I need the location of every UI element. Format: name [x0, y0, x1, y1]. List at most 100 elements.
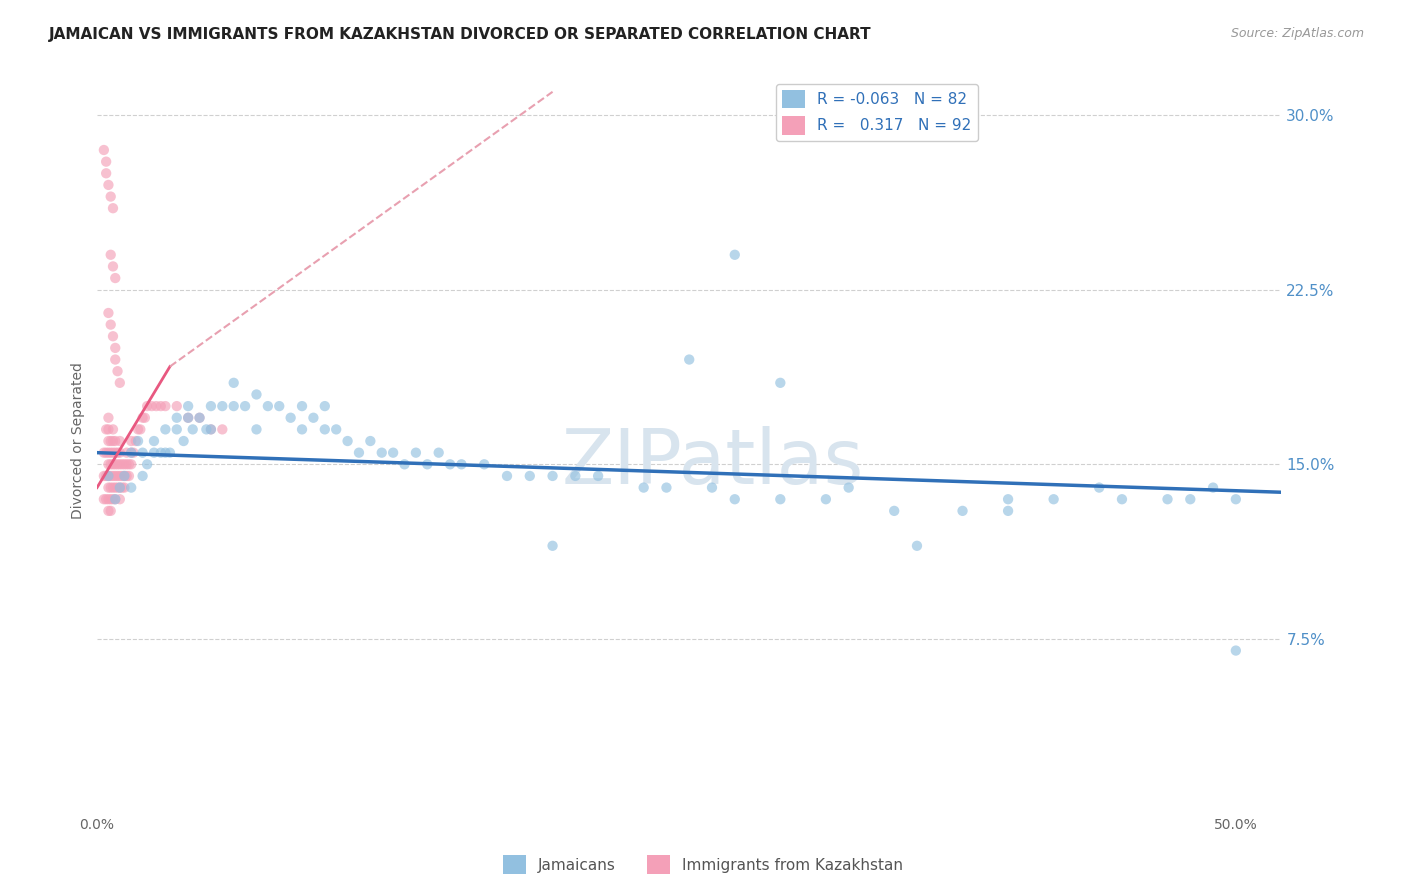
Point [633, 481, 655, 495]
Point [131, 445, 153, 459]
Point [131, 410, 153, 425]
Point [120, 434, 142, 448]
Point [145, 399, 167, 413]
Legend: Jamaicans, Immigrants from Kazakhstan: Jamaicans, Immigrants from Kazakhstan [498, 849, 908, 880]
Point [1042, 492, 1064, 507]
Point [107, 445, 129, 459]
Point [97, 458, 120, 472]
Point [112, 469, 135, 483]
Point [1225, 492, 1247, 507]
Point [97, 178, 120, 192]
Point [155, 445, 177, 459]
Point [134, 410, 156, 425]
Point [195, 422, 218, 436]
Point [1088, 481, 1111, 495]
Point [129, 422, 152, 436]
Point [104, 492, 127, 507]
Point [257, 399, 280, 413]
Point [541, 469, 564, 483]
Point [416, 458, 439, 472]
Point [371, 445, 394, 459]
Point [280, 410, 302, 425]
Point [302, 410, 325, 425]
Point [336, 434, 359, 448]
Point [382, 445, 405, 459]
Point [101, 260, 124, 274]
Point [838, 481, 860, 495]
Point [93, 492, 115, 507]
Point [93, 143, 115, 157]
Text: JAMAICAN VS IMMIGRANTS FROM KAZAKHSTAN DIVORCED OR SEPARATED CORRELATION CHART: JAMAICAN VS IMMIGRANTS FROM KAZAKHSTAN D… [49, 27, 872, 42]
Point [118, 458, 141, 472]
Point [108, 376, 131, 390]
Point [200, 422, 222, 436]
Point [724, 248, 747, 262]
Point [111, 458, 134, 472]
Point [96, 166, 118, 180]
Point [97, 306, 120, 320]
Point [143, 434, 166, 448]
Point [101, 481, 124, 495]
Point [177, 410, 200, 425]
Point [141, 399, 163, 413]
Point [108, 445, 131, 459]
Point [952, 504, 974, 518]
Point [1156, 492, 1178, 507]
Point [997, 504, 1019, 518]
Point [211, 422, 233, 436]
Point [519, 469, 541, 483]
Point [325, 422, 347, 436]
Point [149, 399, 172, 413]
Point [200, 399, 222, 413]
Point [104, 481, 127, 495]
Point [245, 422, 267, 436]
Point [120, 458, 142, 472]
Point [769, 492, 792, 507]
Point [96, 469, 118, 483]
Point [678, 352, 700, 367]
Point [97, 469, 120, 483]
Point [200, 422, 222, 436]
Point [177, 399, 200, 413]
Point [125, 434, 148, 448]
Point [104, 434, 127, 448]
Point [188, 410, 211, 425]
Point [586, 469, 609, 483]
Point [104, 458, 127, 472]
Point [104, 341, 127, 355]
Point [96, 492, 118, 507]
Point [127, 422, 149, 436]
Point [655, 481, 678, 495]
Point [104, 445, 127, 459]
Point [700, 481, 723, 495]
Point [177, 410, 200, 425]
Point [100, 492, 122, 507]
Point [108, 481, 131, 495]
Point [108, 434, 131, 448]
Point [101, 469, 124, 483]
Point [541, 539, 564, 553]
Point [104, 352, 127, 367]
Point [131, 469, 153, 483]
Point [101, 434, 124, 448]
Point [450, 458, 472, 472]
Point [222, 376, 245, 390]
Point [115, 458, 138, 472]
Point [111, 469, 134, 483]
Y-axis label: Divorced or Separated: Divorced or Separated [72, 362, 86, 519]
Point [111, 481, 134, 495]
Point [159, 445, 181, 459]
Point [173, 434, 195, 448]
Point [115, 469, 138, 483]
Point [100, 481, 122, 495]
Point [100, 434, 122, 448]
Point [291, 399, 314, 413]
Point [107, 469, 129, 483]
Point [104, 469, 127, 483]
Point [96, 445, 118, 459]
Point [97, 481, 120, 495]
Point [100, 318, 122, 332]
Point [107, 364, 129, 378]
Point [108, 458, 131, 472]
Point [97, 410, 120, 425]
